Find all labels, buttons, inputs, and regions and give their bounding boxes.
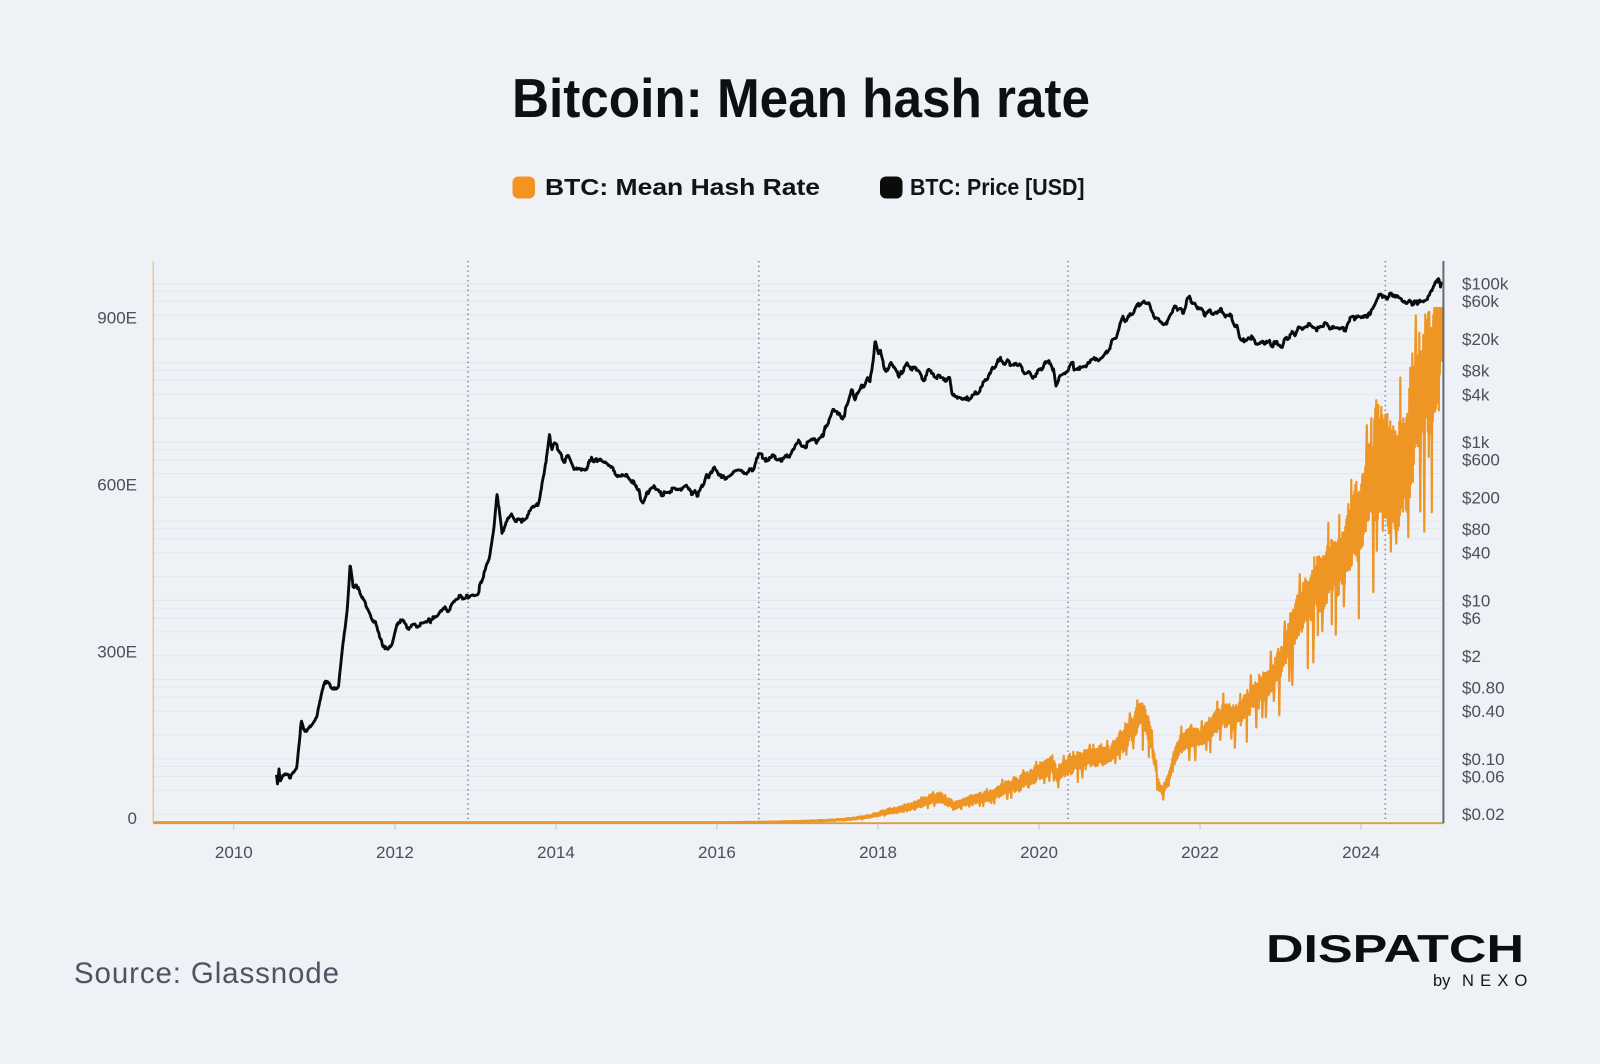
- svg-text:$60k: $60k: [1462, 292, 1499, 311]
- svg-text:$10: $10: [1462, 591, 1490, 610]
- svg-text:by: by: [1433, 972, 1451, 990]
- svg-text:Source: Glassnode: Source: Glassnode: [74, 957, 339, 990]
- svg-text:BTC: Mean Hash Rate: BTC: Mean Hash Rate: [545, 174, 820, 200]
- svg-text:$80: $80: [1462, 520, 1490, 539]
- svg-text:$200: $200: [1462, 488, 1500, 507]
- svg-text:2024: 2024: [1342, 843, 1380, 862]
- svg-text:BTC: Price [USD]: BTC: Price [USD]: [910, 174, 1085, 200]
- svg-text:$600: $600: [1462, 451, 1500, 470]
- svg-text:$100k: $100k: [1462, 275, 1509, 294]
- svg-text:$6: $6: [1462, 609, 1481, 628]
- svg-text:NEXO: NEXO: [1462, 972, 1534, 990]
- svg-text:900E: 900E: [97, 309, 137, 328]
- svg-text:$1k: $1k: [1462, 433, 1490, 452]
- svg-text:300E: 300E: [97, 643, 137, 662]
- svg-text:600E: 600E: [97, 476, 137, 495]
- svg-text:$8k: $8k: [1462, 362, 1490, 381]
- svg-text:$0.80: $0.80: [1462, 678, 1505, 697]
- svg-text:Bitcoin: Mean hash rate: Bitcoin: Mean hash rate: [512, 67, 1090, 129]
- svg-text:$4k: $4k: [1462, 385, 1490, 404]
- svg-text:2022: 2022: [1181, 843, 1219, 862]
- svg-text:$0.40: $0.40: [1462, 702, 1505, 721]
- svg-text:2010: 2010: [215, 843, 253, 862]
- svg-text:$20k: $20k: [1462, 330, 1499, 349]
- svg-text:$0.06: $0.06: [1462, 767, 1505, 786]
- svg-text:2018: 2018: [859, 843, 897, 862]
- svg-text:$0.10: $0.10: [1462, 750, 1505, 769]
- svg-text:0: 0: [128, 809, 137, 828]
- svg-text:2016: 2016: [698, 843, 736, 862]
- svg-text:2014: 2014: [537, 843, 575, 862]
- svg-text:$0.02: $0.02: [1462, 805, 1505, 824]
- svg-text:DISPATCH: DISPATCH: [1266, 928, 1524, 971]
- svg-text:2012: 2012: [376, 843, 414, 862]
- svg-text:$40: $40: [1462, 544, 1490, 563]
- svg-text:$2: $2: [1462, 647, 1481, 666]
- svg-text:2020: 2020: [1020, 843, 1058, 862]
